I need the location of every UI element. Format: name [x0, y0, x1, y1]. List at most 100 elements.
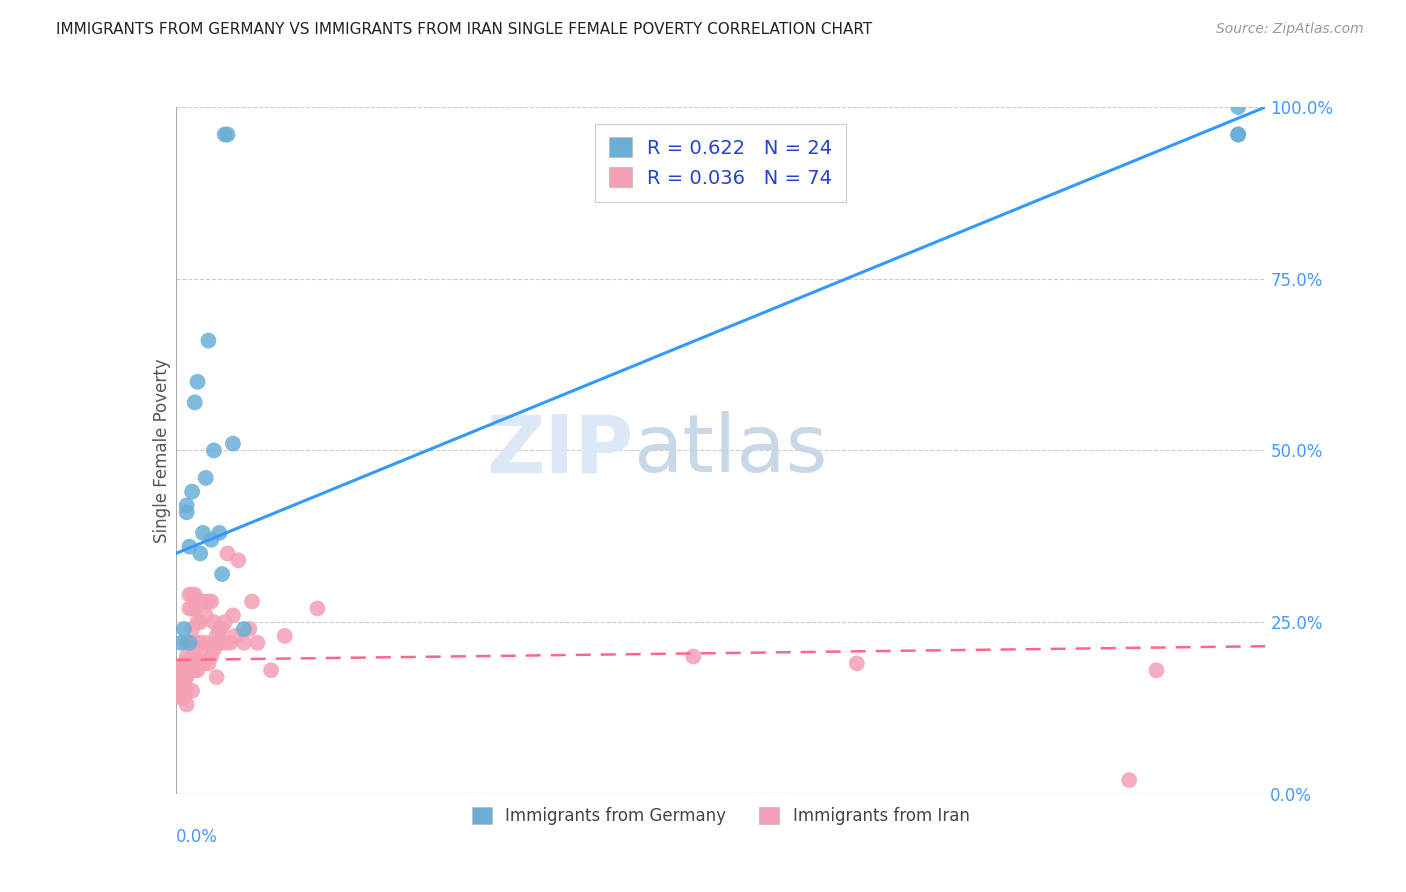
Point — [176, 698, 198, 712]
Point — [1144, 663, 1167, 677]
Point — [167, 670, 190, 684]
Point — [170, 670, 193, 684]
Point — [173, 690, 195, 705]
Point — [176, 636, 198, 650]
Point — [200, 533, 222, 547]
Point — [186, 375, 209, 389]
Point — [205, 636, 228, 650]
Point — [173, 670, 195, 684]
Text: Source: ZipAtlas.com: Source: ZipAtlas.com — [1216, 22, 1364, 37]
Point — [179, 601, 201, 615]
Point — [845, 657, 868, 671]
Point — [184, 395, 207, 409]
Point — [194, 636, 217, 650]
Point — [200, 594, 222, 608]
Point — [246, 636, 269, 650]
Point — [173, 663, 195, 677]
Point — [173, 622, 195, 636]
Point — [202, 615, 225, 630]
Legend: Immigrants from Germany, Immigrants from Iran: Immigrants from Germany, Immigrants from… — [464, 799, 977, 834]
Point — [197, 334, 219, 348]
Point — [170, 663, 193, 677]
Point — [214, 636, 236, 650]
Point — [217, 128, 239, 142]
Point — [170, 677, 193, 691]
Point — [307, 601, 329, 615]
Point — [188, 615, 211, 630]
Point — [181, 683, 204, 698]
Text: 0.0%: 0.0% — [176, 828, 218, 847]
Point — [176, 657, 198, 671]
Point — [181, 601, 204, 615]
Point — [173, 657, 195, 671]
Point — [214, 128, 236, 142]
Point — [274, 629, 297, 643]
Point — [179, 540, 201, 554]
Point — [179, 663, 201, 677]
Point — [179, 636, 201, 650]
Point — [186, 615, 209, 630]
Point — [191, 525, 214, 540]
Point — [197, 657, 219, 671]
Point — [214, 615, 236, 630]
Point — [222, 436, 245, 450]
Point — [202, 642, 225, 657]
Point — [232, 636, 254, 650]
Point — [188, 649, 211, 664]
Point — [184, 588, 207, 602]
Text: ZIP: ZIP — [486, 411, 633, 490]
Point — [167, 683, 190, 698]
Point — [202, 443, 225, 458]
Point — [176, 499, 198, 513]
Point — [211, 567, 233, 582]
Point — [205, 629, 228, 643]
Point — [1227, 128, 1250, 142]
Point — [191, 657, 214, 671]
Point — [176, 649, 198, 664]
Text: IMMIGRANTS FROM GERMANY VS IMMIGRANTS FROM IRAN SINGLE FEMALE POVERTY CORRELATIO: IMMIGRANTS FROM GERMANY VS IMMIGRANTS FR… — [56, 22, 873, 37]
Point — [184, 601, 207, 615]
Point — [186, 663, 209, 677]
Point — [181, 622, 204, 636]
Point — [173, 677, 195, 691]
Point — [176, 670, 198, 684]
Point — [181, 649, 204, 664]
Y-axis label: Single Female Poverty: Single Female Poverty — [153, 359, 172, 542]
Point — [170, 683, 193, 698]
Point — [181, 484, 204, 499]
Point — [191, 594, 214, 608]
Point — [167, 663, 190, 677]
Point — [170, 690, 193, 705]
Point — [225, 629, 247, 643]
Point — [228, 553, 250, 567]
Point — [188, 636, 211, 650]
Point — [208, 525, 231, 540]
Point — [186, 636, 209, 650]
Point — [179, 636, 201, 650]
Point — [222, 608, 245, 623]
Point — [179, 588, 201, 602]
Point — [682, 649, 704, 664]
Point — [200, 649, 222, 664]
Point — [181, 636, 204, 650]
Text: atlas: atlas — [633, 411, 828, 490]
Point — [176, 683, 198, 698]
Point — [1227, 128, 1250, 142]
Point — [1118, 773, 1140, 788]
Point — [205, 670, 228, 684]
Point — [211, 622, 233, 636]
Point — [170, 636, 193, 650]
Point — [184, 663, 207, 677]
Point — [181, 588, 204, 602]
Point — [194, 471, 217, 485]
Point — [232, 622, 254, 636]
Point — [184, 649, 207, 664]
Point — [194, 608, 217, 623]
Point — [217, 546, 239, 561]
Point — [1227, 100, 1250, 114]
Point — [260, 663, 283, 677]
Point — [238, 622, 260, 636]
Point — [208, 636, 231, 650]
Point — [240, 594, 263, 608]
Point — [179, 657, 201, 671]
